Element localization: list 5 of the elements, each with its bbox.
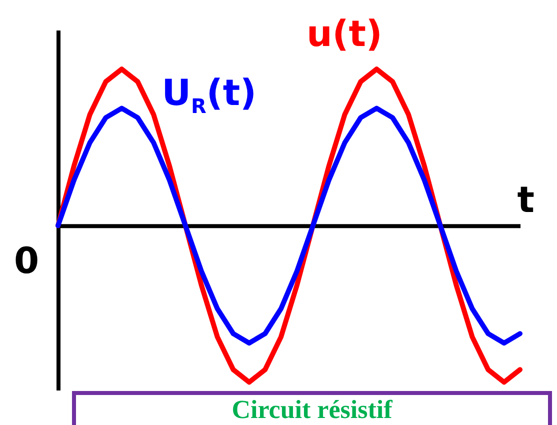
series-label: U$_{R}$(t): [162, 73, 256, 118]
series-label: u(t): [306, 14, 382, 56]
text: 0: [14, 241, 40, 282]
caption-box: Circuit résistif: [72, 391, 552, 425]
x-axis-title: t: [517, 180, 534, 222]
